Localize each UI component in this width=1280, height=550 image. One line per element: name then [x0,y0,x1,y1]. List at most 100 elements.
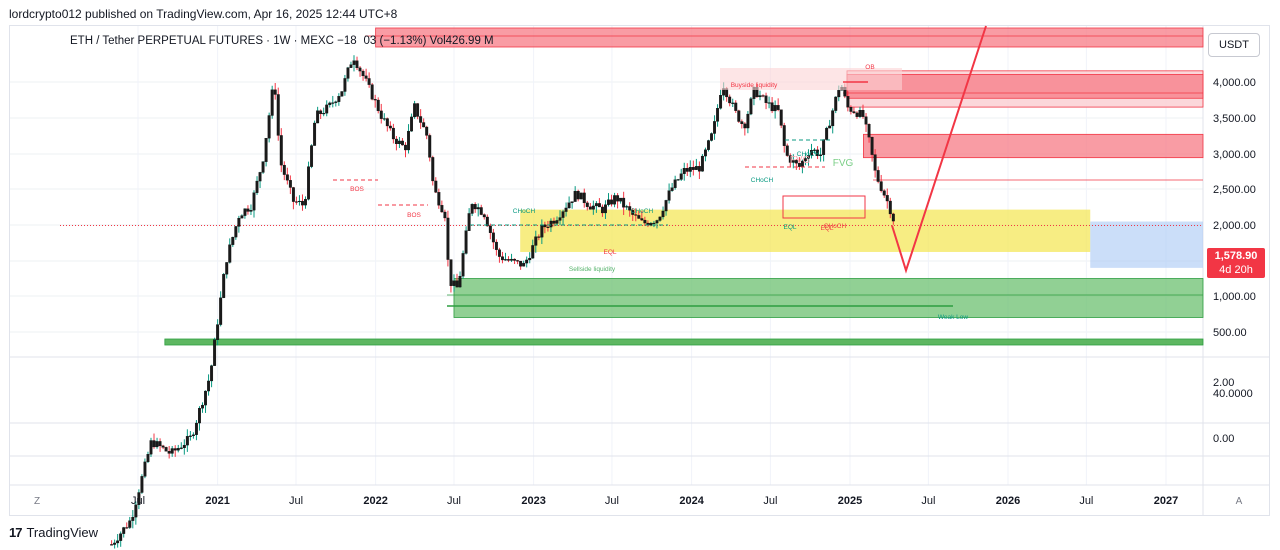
candle-body [470,204,474,214]
candle-body [679,173,683,180]
candle-body [255,180,259,193]
candle-body [643,219,647,224]
candle-body [697,166,701,172]
candle-body [331,102,335,104]
zone-demand-line [164,338,1204,346]
candle-body [619,197,623,202]
candle-body [267,115,271,139]
candle-body [322,113,326,115]
candle-body [891,213,895,222]
candle-body [188,435,192,437]
candle-body [794,159,798,164]
candle-body [864,116,868,125]
candle-body [210,365,214,382]
candle-body [410,116,414,132]
candle-body [546,226,550,228]
candle-body [716,108,720,122]
time-axis-label: 2021 [205,495,229,507]
candle-body [613,195,617,205]
candle-body [649,223,653,226]
candle-body [594,203,598,207]
auto-scale-button[interactable]: A [1235,496,1243,507]
candle-body [364,75,368,79]
candle-body [343,78,347,92]
candle-body [437,192,441,206]
time-axis-label: 2024 [679,495,704,507]
candle-body [585,202,589,207]
candle-body [534,236,538,246]
price-axis-label: 1,000.00 [1213,291,1256,303]
candle-body [791,159,795,163]
candle-body [216,324,220,340]
candle-body [543,224,547,228]
candle-body [270,89,274,116]
candle-body [531,245,535,259]
candle-body [273,89,277,95]
candle-body [413,103,417,118]
candle-body [501,256,504,261]
candle-body [776,105,780,110]
candle-body [488,225,492,233]
annotation-label: Sellside liquidity [569,266,616,273]
candle-body [288,180,292,188]
candle-body [276,94,280,136]
candle-countdown: 4d 20h [1219,264,1253,276]
candle-body [573,190,577,202]
candle-body [185,436,189,446]
candle-body [816,149,820,157]
candle-body [182,444,186,449]
candle-body [704,149,707,157]
candle-body [855,112,859,117]
candle-body [219,297,223,325]
candle-body [282,164,286,175]
candle-body [682,168,686,174]
candle-body [482,214,486,218]
candle-body [670,187,674,191]
annotation-label: EQL [603,249,616,256]
candle-body [846,96,850,108]
candle-body [837,90,841,98]
candle-body [676,179,680,181]
candle-body [485,216,489,227]
candle-body [579,192,583,200]
candle-body [673,179,677,188]
candle-body [191,434,195,437]
candle-body [225,262,229,275]
candle-body [731,102,735,104]
candle-body [510,258,513,261]
candle-body [125,527,129,529]
candle-body [337,96,341,102]
candle-body [301,200,304,206]
candle-body [228,244,232,263]
candle-body [631,210,635,215]
time-axis-label: Jul [1079,495,1093,507]
candle-body [452,280,456,286]
time-axis-label: Jul [289,495,303,507]
time-axis-label: 2022 [363,495,387,507]
candle-body [831,110,835,127]
candle-body [473,204,477,210]
candle-body [140,476,144,493]
volume-axis-label: 40.0000 [1213,388,1253,400]
annotation-label: CHoCH [631,208,654,215]
candle-body [513,258,517,261]
candle-body [264,138,268,162]
candle-body [149,440,153,455]
candle-body [576,190,580,200]
candle-body [494,241,498,250]
annotation-label: CHoCH [513,208,536,215]
zoom-toggle-button[interactable]: Z [33,496,41,507]
candle-body [497,249,501,257]
tradingview-logo[interactable]: 17 TradingView [9,525,98,540]
candle-body [764,95,768,103]
candle-body [767,102,771,104]
candle-body [667,190,671,201]
currency-button[interactable]: USDT [1208,33,1260,57]
annotation-label: EQL [820,225,833,232]
annotation-label: BOS [350,186,364,193]
candle-body [419,116,423,123]
candle-body [728,96,732,104]
candle-body [455,280,459,288]
candle-body [240,215,244,219]
